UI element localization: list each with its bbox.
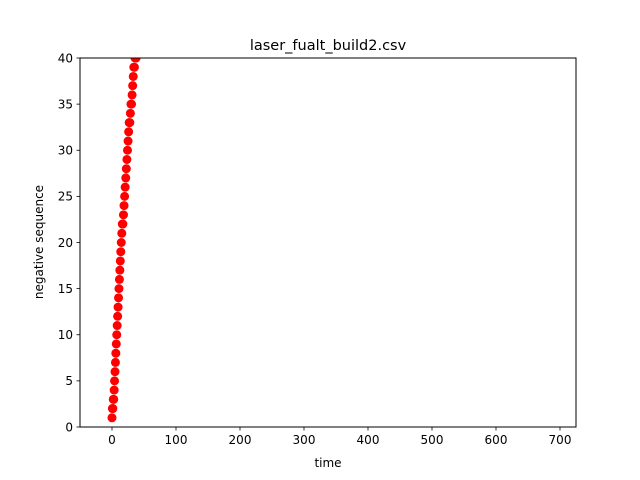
- data-point: [113, 302, 123, 312]
- data-point: [111, 348, 121, 358]
- data-point: [118, 210, 128, 220]
- data-point: [127, 90, 137, 100]
- data-point: [120, 182, 130, 192]
- data-point: [125, 108, 135, 118]
- x-tick-label: 400: [357, 433, 380, 447]
- data-point: [112, 330, 122, 340]
- data-point: [122, 154, 132, 164]
- y-tick-label: 0: [65, 420, 73, 434]
- data-point: [110, 367, 120, 377]
- data-point: [117, 228, 127, 238]
- y-tick-label: 35: [58, 97, 73, 111]
- y-tick-label: 5: [65, 374, 73, 388]
- data-point: [114, 274, 124, 284]
- data-point: [124, 127, 134, 137]
- data-point: [116, 238, 126, 247]
- data-point: [111, 339, 121, 349]
- chart-title: laser_fualt_build2.csv: [250, 38, 407, 54]
- data-point: [129, 62, 139, 72]
- y-axis-label: negative sequence: [32, 185, 46, 299]
- data-point: [108, 404, 118, 414]
- y-tick-label: 30: [58, 144, 73, 158]
- data-point: [125, 118, 135, 128]
- data-point: [113, 311, 123, 321]
- x-tick-label: 500: [421, 433, 444, 447]
- data-points: [107, 58, 141, 423]
- data-point: [115, 256, 125, 266]
- data-point: [109, 394, 119, 404]
- data-point: [127, 99, 137, 109]
- x-tick-label: 0: [108, 433, 116, 447]
- x-axis-label: time: [314, 456, 341, 470]
- data-point: [114, 293, 124, 303]
- y-tick-label: 40: [58, 51, 73, 65]
- x-tick-label: 200: [229, 433, 252, 447]
- x-axis: 0 100 200 300 400 500 600 700: [108, 427, 571, 447]
- data-point: [118, 219, 128, 229]
- x-tick-label: 100: [165, 433, 188, 447]
- data-point: [128, 81, 138, 91]
- y-axis: 0 5 10 15 20 25 30 35 40: [58, 51, 80, 434]
- data-point: [120, 191, 130, 201]
- y-tick-label: 10: [58, 328, 73, 342]
- y-tick-label: 25: [58, 190, 73, 204]
- data-point: [115, 265, 125, 275]
- data-point: [114, 284, 124, 294]
- data-point: [121, 164, 131, 174]
- data-point: [131, 58, 141, 63]
- data-point: [128, 71, 138, 81]
- x-tick-label: 300: [293, 433, 316, 447]
- y-tick-label: 20: [58, 236, 73, 250]
- data-point: [122, 145, 132, 155]
- data-point: [123, 136, 133, 146]
- data-point: [109, 385, 119, 395]
- x-tick-label: 700: [549, 433, 572, 447]
- data-point: [121, 173, 131, 183]
- data-point: [112, 321, 122, 331]
- data-point: [119, 201, 129, 211]
- data-point: [110, 376, 120, 386]
- data-point: [107, 413, 117, 423]
- x-tick-label: 600: [485, 433, 508, 447]
- y-tick-label: 15: [58, 282, 73, 296]
- data-point: [116, 247, 126, 257]
- data-point: [110, 357, 120, 367]
